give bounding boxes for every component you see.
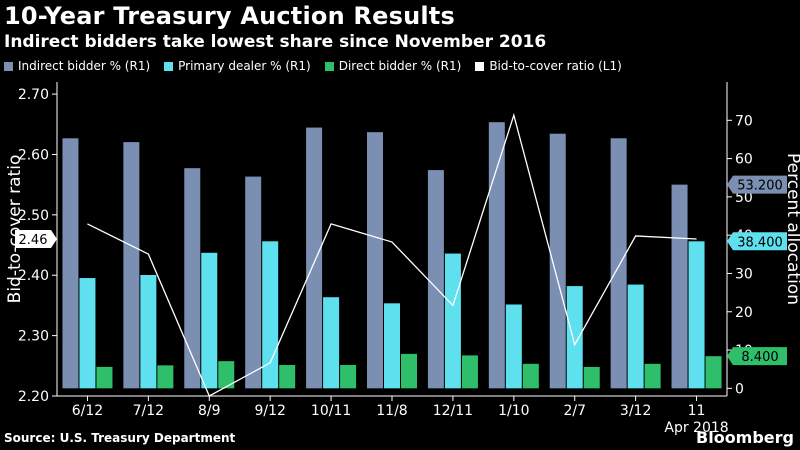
bar-primary-dealer-7/12: [140, 274, 157, 389]
bar-primary-dealer-8/9: [201, 252, 218, 389]
right-axis-title: Percent allocation: [783, 153, 800, 305]
bar-indirect-11: [671, 184, 688, 389]
bar-primary-dealer-2/7: [566, 286, 583, 389]
bar-primary-dealer-11: [688, 241, 705, 389]
bar-direct-2/7: [583, 366, 600, 389]
bar-indirect-10/11: [306, 127, 323, 389]
callout-label-2.46: 2.46: [19, 233, 48, 248]
bar-primary-dealer-12/11: [444, 253, 461, 389]
bar-primary-dealer-3/12: [627, 284, 644, 389]
bar-primary-dealer-1/10: [505, 304, 522, 389]
chart-title: 10-Year Treasury Auction Results: [4, 2, 455, 30]
bar-direct-10/11: [340, 364, 357, 389]
x-tick-label-1/10: 1/10: [498, 403, 529, 419]
x-tick-label-9/12: 9/12: [254, 403, 285, 419]
right-tick-label: 70: [735, 113, 753, 129]
bar-primary-dealer-11/8: [384, 303, 400, 389]
right-tick-label: 50: [735, 190, 753, 206]
x-tick-label-10/11: 10/11: [311, 403, 351, 419]
bar-direct-12/11: [461, 355, 478, 389]
legend-swatch-direct: [324, 61, 334, 71]
legend-swatch-primary: [164, 61, 174, 71]
bar-direct-9/12: [279, 364, 296, 389]
x-tick-label-11: 11: [688, 403, 706, 419]
callout-box-38.400: [727, 232, 787, 251]
bar-indirect-6/12: [62, 138, 79, 389]
left-tick-label: 2.30: [18, 329, 49, 345]
bar-indirect-3/12: [610, 138, 627, 389]
bar-primary-dealer-10/11: [323, 297, 340, 389]
legend-item-bid-to-cover: Bid-to-cover ratio (L1): [475, 59, 622, 73]
bar-direct-11/8: [401, 353, 417, 389]
legend-item-indirect: Indirect bidder % (R1): [4, 59, 150, 73]
x-tick-label-6/12: 6/12: [72, 403, 103, 419]
x-tick-label-3/12: 3/12: [620, 403, 651, 419]
x-tick-label-8/9: 8/9: [198, 403, 221, 419]
bar-direct-8/9: [218, 361, 235, 389]
left-tick-label: 2.50: [18, 208, 49, 224]
chart-subtitle: Indirect bidders take lowest share since…: [4, 32, 547, 52]
left-axis-title: Bid-to-cover ratio: [5, 155, 25, 304]
bar-indirect-9/12: [245, 176, 262, 389]
right-tick-label: 0: [735, 381, 744, 397]
legend-label-direct: Direct bidder % (R1): [338, 59, 462, 73]
bar-indirect-11/8: [367, 132, 383, 389]
brand-logo: Bloomberg: [696, 428, 794, 447]
bar-primary-dealer-6/12: [79, 278, 96, 389]
bar-indirect-1/10: [488, 122, 505, 389]
bar-indirect-2/7: [549, 133, 566, 389]
legend-item-primary: Primary dealer % (R1): [164, 59, 311, 73]
bar-direct-1/10: [522, 363, 539, 389]
bar-direct-3/12: [644, 363, 661, 389]
x-tick-label-7/12: 7/12: [133, 403, 164, 419]
x-tick-label-11/8: 11/8: [376, 403, 407, 419]
callout-label-53.200: 53.200: [737, 179, 783, 194]
source-note: Source: U.S. Treasury Department: [4, 431, 236, 445]
bar-direct-6/12: [96, 366, 113, 389]
callout-box-8.400: [727, 347, 787, 366]
x-tick-label-2/7: 2/7: [563, 403, 586, 419]
bar-primary-dealer-9/12: [262, 241, 279, 389]
right-tick-label: 60: [735, 152, 753, 168]
legend-label-indirect: Indirect bidder % (R1): [18, 59, 151, 73]
callout-label-8.400: 8.400: [741, 350, 778, 365]
x-tick-sublabel: Apr 2018: [664, 420, 728, 436]
bar-indirect-12/11: [427, 170, 444, 389]
x-tick-label-12/11: 12/11: [433, 403, 473, 419]
callout-box-2.46: [15, 230, 57, 248]
left-tick-label: 2.60: [18, 147, 49, 163]
left-tick-label: 2.40: [18, 268, 49, 284]
bar-direct-7/12: [157, 365, 174, 389]
legend-swatch-indirect: [4, 61, 13, 71]
left-tick-label: 2.70: [18, 87, 49, 103]
legend: Indirect bidder % (R1) Primary dealer % …: [4, 59, 622, 73]
bar-indirect-8/9: [184, 168, 201, 389]
legend-swatch-bid-to-cover: [475, 61, 485, 71]
legend-item-direct: Direct bidder % (R1): [324, 59, 462, 73]
bar-indirect-7/12: [123, 142, 140, 389]
right-tick-label: 20: [735, 305, 753, 321]
callout-label-38.400: 38.400: [737, 235, 783, 250]
right-tick-label: 30: [735, 266, 753, 282]
legend-label-bid-to-cover: Bid-to-cover ratio (L1): [489, 59, 622, 73]
callout-box-53.200: [727, 175, 787, 194]
legend-label-primary: Primary dealer % (R1): [178, 59, 311, 73]
left-tick-label: 2.20: [18, 389, 49, 405]
bar-direct-11: [705, 356, 722, 389]
